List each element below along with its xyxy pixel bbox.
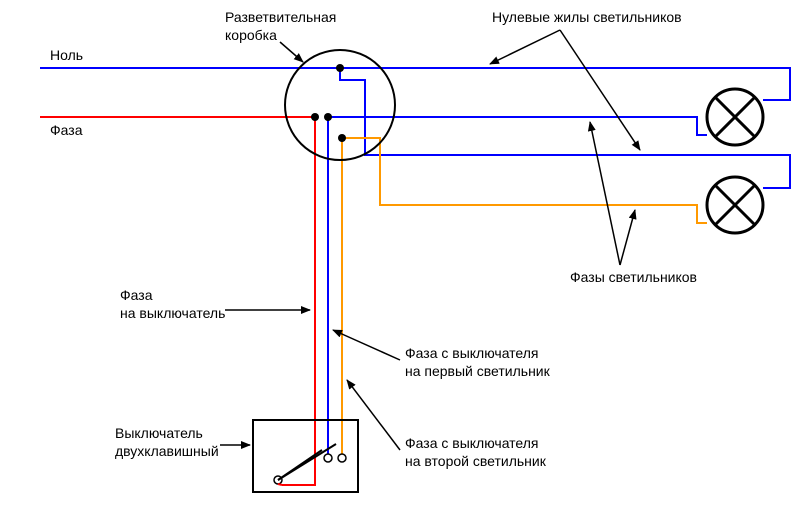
label-lamp-phases: Фазы светильников (570, 269, 697, 285)
arrow-lamp-phases-2 (590, 122, 620, 265)
arrow-sw-lamp1 (333, 330, 400, 360)
label-neutral-lamps: Нулевые жилы светильников (492, 9, 682, 25)
label-phase: Фаза (50, 122, 83, 138)
wire-switch-to-lamp1 (328, 117, 707, 454)
wiring-diagram: Ноль Фаза Разветвительная коробка Нулевы… (0, 0, 800, 522)
wire-neutral-lamp1 (340, 68, 790, 100)
label-switch-l2: двухклавишный (115, 443, 219, 459)
junction-dot (338, 134, 346, 142)
label-switch-l1: Выключатель (115, 425, 203, 441)
lamp-1 (707, 89, 763, 145)
arrow-lamp-phases-1 (620, 210, 635, 265)
arrow-neutral-lamps-1 (490, 30, 560, 64)
label-junction-l2: коробка (225, 27, 277, 43)
label-junction-l1: Разветвительная (225, 9, 336, 25)
junction-dot (324, 113, 332, 121)
wire-phase-to-switch (282, 117, 315, 485)
label-sw-lamp2-l2: на второй светильник (405, 453, 547, 469)
label-sw-lamp1-l2: на первый светильник (405, 363, 551, 379)
arrow-sw-lamp2 (347, 380, 400, 450)
junction-dot (311, 113, 319, 121)
arrow-junction-label (280, 42, 303, 62)
label-phase-sw-l2: на выключатель (120, 305, 225, 321)
wire-switch-to-lamp2 (342, 138, 707, 454)
arrow-neutral-lamps-2 (560, 30, 640, 150)
junction-dot (336, 64, 344, 72)
label-phase-sw-l1: Фаза (120, 287, 153, 303)
label-sw-lamp1-l1: Фаза с выключателя (405, 345, 539, 361)
label-neutral: Ноль (50, 47, 83, 63)
label-sw-lamp2-l1: Фаза с выключателя (405, 435, 539, 451)
lamp-2 (707, 177, 763, 233)
